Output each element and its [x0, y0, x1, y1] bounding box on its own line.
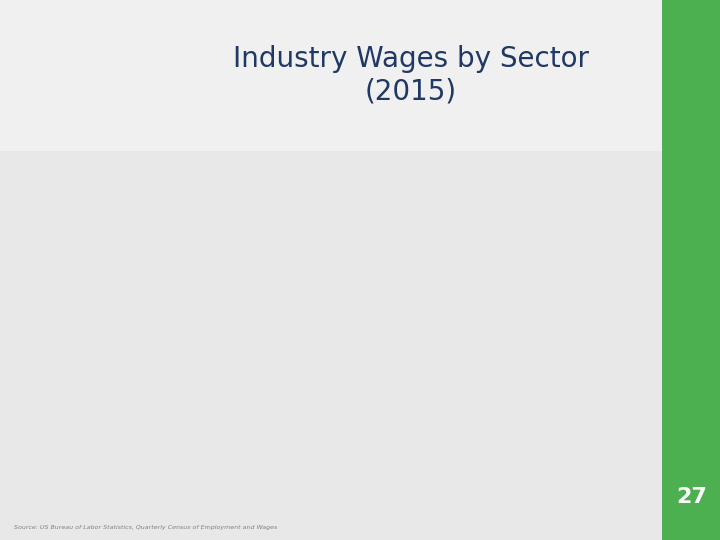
- Bar: [108, 198, 482, 206]
- Bar: [108, 463, 278, 471]
- Text: $93,920: $93,920: [506, 206, 541, 215]
- X-axis label: Average Wages (2015): Average Wages (2015): [315, 510, 426, 520]
- Bar: [108, 284, 314, 292]
- Text: $36,664: $36,664: [266, 334, 300, 343]
- Bar: [108, 220, 302, 228]
- Text: Source: US Bureau of Labor Statistics, Quarterly Census of Employment and Wages: Source: US Bureau of Labor Statistics, Q…: [14, 525, 278, 530]
- Bar: [108, 348, 516, 356]
- Bar: [108, 271, 255, 279]
- Bar: [108, 249, 264, 257]
- Bar: [108, 313, 344, 321]
- Text: $47,022: $47,022: [309, 185, 343, 193]
- Bar: [108, 177, 331, 185]
- Text: $59,310: $59,310: [361, 399, 395, 408]
- Bar: [108, 206, 503, 214]
- Bar: [108, 455, 284, 463]
- Bar: [108, 241, 282, 249]
- Bar: [108, 292, 287, 300]
- Text: $41,110: $41,110: [284, 227, 319, 236]
- Text: Industry Wages by Sector
(2015): Industry Wages by Sector (2015): [233, 45, 589, 106]
- Bar: [108, 356, 541, 364]
- Text: $34,889: $34,889: [258, 270, 293, 279]
- Bar: [108, 391, 402, 399]
- Text: $19,348: $19,348: [193, 441, 228, 450]
- Text: $42,605: $42,605: [290, 292, 325, 300]
- Bar: [108, 442, 189, 450]
- Bar: [108, 420, 304, 428]
- Text: $103,015: $103,015: [544, 356, 584, 364]
- Text: $67,242: $67,242: [394, 377, 428, 386]
- Bar: [108, 412, 310, 420]
- Bar: [108, 327, 280, 335]
- Text: 27: 27: [676, 487, 706, 507]
- Text: $46,626: $46,626: [307, 420, 342, 429]
- Text: $56,122: $56,122: [347, 313, 382, 322]
- Text: $36,915: $36,915: [266, 248, 301, 258]
- Bar: [108, 305, 360, 313]
- Bar: [108, 185, 306, 193]
- Bar: [108, 399, 357, 407]
- Legend: Region 9, Virginia: Region 9, Virginia: [557, 452, 629, 482]
- Bar: [108, 228, 281, 236]
- Bar: [108, 335, 262, 343]
- Bar: [108, 369, 428, 377]
- Text: $40,395: $40,395: [282, 463, 315, 472]
- Bar: [108, 377, 391, 386]
- Bar: [108, 434, 204, 442]
- Bar: [108, 262, 272, 271]
